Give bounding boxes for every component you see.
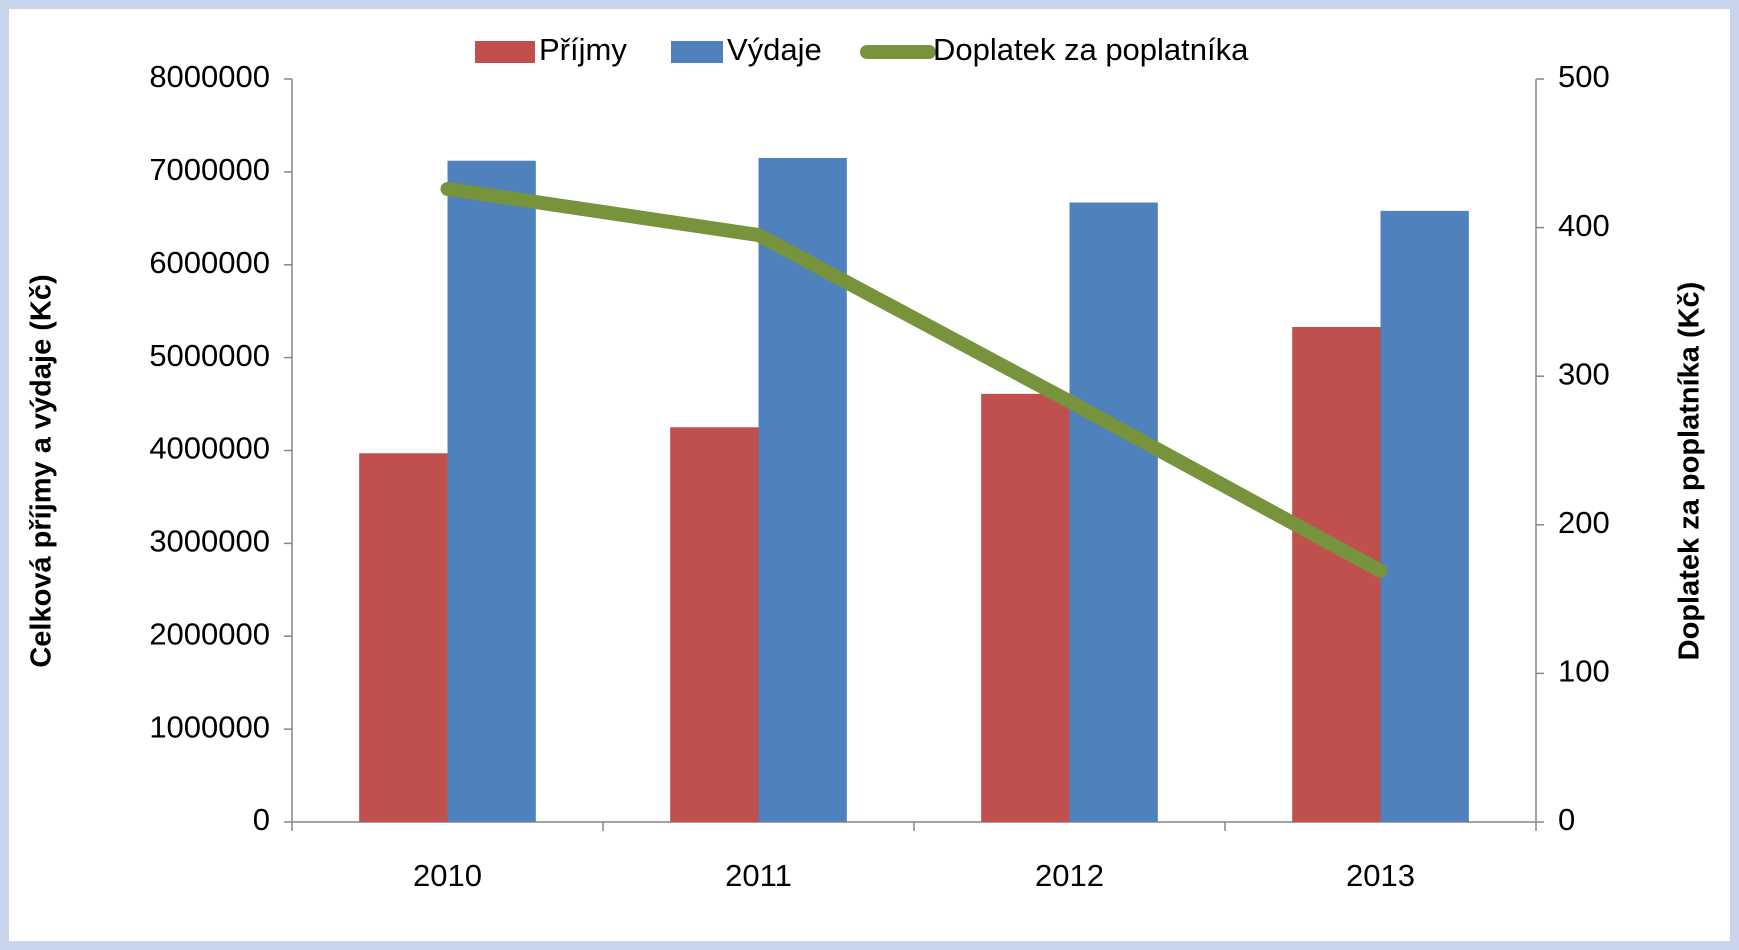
y2-tick-label: 500: [1558, 59, 1610, 94]
y2-axis-title: Doplatek za poplatníka (Kč): [1674, 282, 1706, 661]
legend-swatch: [671, 41, 723, 63]
legend-label: Doplatek za poplatníka: [933, 32, 1249, 67]
y-tick-label: 8000000: [149, 59, 270, 94]
bar: [981, 393, 1070, 822]
y2-tick-label: 200: [1558, 505, 1610, 540]
bar: [1069, 202, 1158, 822]
legend-label: Příjmy: [539, 32, 627, 67]
x-tick-label: 2010: [413, 858, 482, 893]
bar: [1292, 326, 1381, 822]
y-tick-label: 1000000: [149, 709, 270, 744]
x-tick-label: 2011: [725, 858, 792, 893]
x-tick-label: 2012: [1035, 858, 1104, 893]
bar: [447, 160, 536, 823]
chart: Celková příjmy a výdaje (Kč) Doplatek za…: [9, 9, 1730, 941]
y-tick-label: 6000000: [149, 245, 270, 280]
y2-tick-label: 0: [1558, 802, 1575, 837]
y-tick-label: 7000000: [149, 152, 270, 187]
y-tick-label: 2000000: [149, 616, 270, 651]
y2-tick-label: 100: [1558, 654, 1610, 689]
legend-label: Výdaje: [727, 32, 822, 67]
legend-swatch: [475, 41, 535, 63]
y-tick-label: 4000000: [149, 431, 270, 466]
y2-tick-label: 300: [1558, 356, 1610, 391]
y-tick-label: 0: [253, 802, 270, 837]
y2-tick-label: 400: [1558, 208, 1610, 243]
y-axis-title: Celková příjmy a výdaje (Kč): [26, 274, 58, 667]
y-tick-label: 3000000: [149, 524, 270, 559]
bar: [359, 453, 448, 822]
bar: [1380, 210, 1469, 822]
bar: [670, 427, 759, 822]
line-series: [440, 181, 1388, 578]
x-tick-label: 2013: [1346, 858, 1415, 893]
y-tick-label: 5000000: [149, 338, 270, 373]
